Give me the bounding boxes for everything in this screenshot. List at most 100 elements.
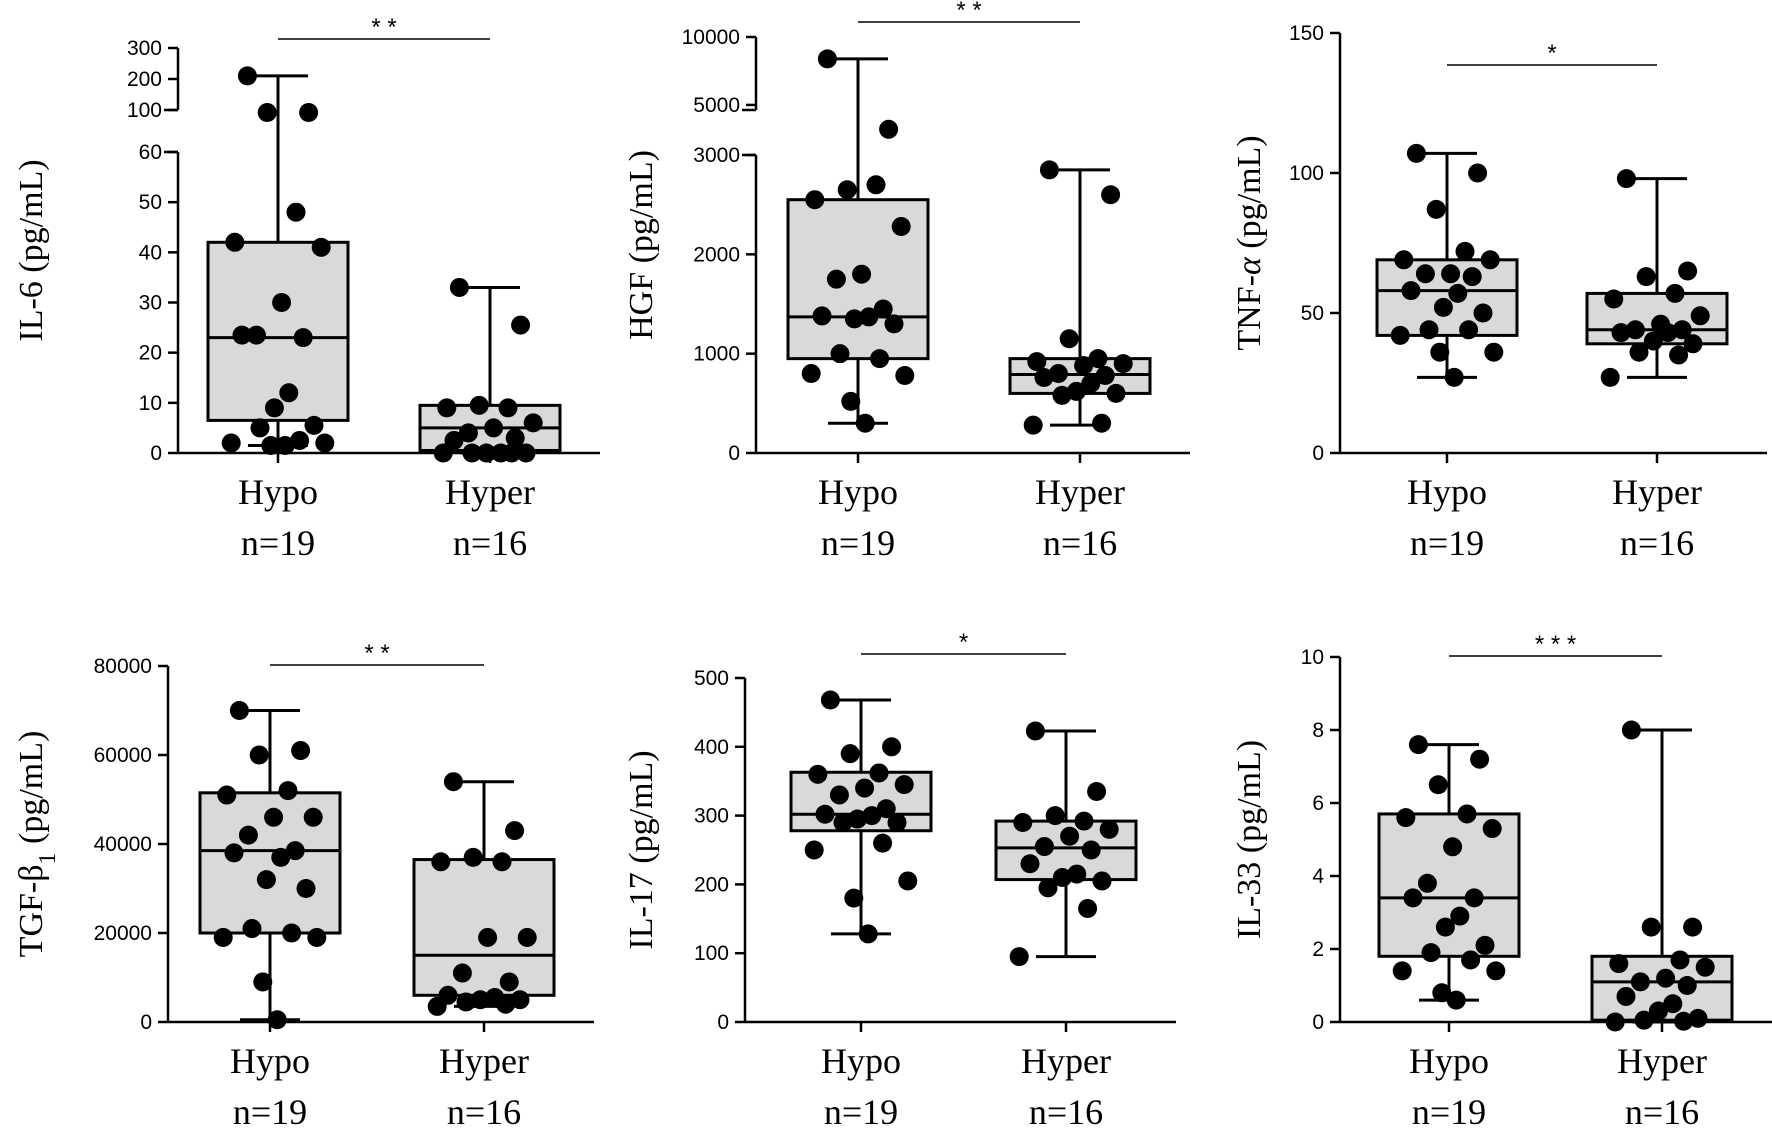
- data-point: [815, 804, 835, 824]
- data-point: [1081, 840, 1101, 860]
- data-point: [293, 328, 313, 348]
- panel-6: 0 2 4 6 8 10 IL-33 (pg/mL) Hypo n=19 Hyper n=16 * *…: [1231, 631, 1772, 1132]
- y-axis-label: IL-33 (pg/mL): [1231, 740, 1268, 939]
- data-point: [1060, 826, 1080, 846]
- data-point: [1462, 267, 1482, 287]
- data-point: [224, 843, 244, 863]
- data-point: [1683, 334, 1703, 354]
- data-point: [805, 190, 825, 210]
- data-point: [879, 119, 899, 139]
- data-point: [1677, 976, 1697, 995]
- box-group-hyper: [1585, 169, 1729, 387]
- data-point: [456, 992, 476, 1012]
- y-tick-label: 50: [1301, 302, 1324, 325]
- data-point: [1455, 241, 1475, 261]
- data-point: [311, 237, 331, 257]
- data-point: [250, 418, 270, 438]
- data-point: [1441, 264, 1461, 284]
- data-point: [1448, 283, 1468, 303]
- y-tick-label: 20: [139, 342, 162, 365]
- data-point: [829, 785, 849, 805]
- y-axis-label-part: α: [1231, 256, 1268, 275]
- box-group-hyper: [1590, 720, 1734, 1032]
- y-axis-label-subscript: 1: [35, 852, 61, 864]
- data-point: [1101, 185, 1121, 205]
- category-label: Hyper: [445, 472, 535, 512]
- data-point: [1482, 819, 1502, 839]
- data-point: [855, 778, 875, 798]
- y-axis-label: IL-6 (pg/mL): [13, 159, 50, 341]
- y-tick-label: 0: [1312, 1011, 1324, 1034]
- data-point: [431, 852, 451, 872]
- data-point: [1025, 721, 1045, 741]
- data-point: [510, 990, 530, 1010]
- y-tick-label: 0: [717, 1011, 729, 1034]
- panel-4: 0 20000 40000 60000 80000 TGF-β1 (pg/mL) Hypo n…: [13, 640, 594, 1132]
- data-point: [1473, 303, 1493, 323]
- data-point: [296, 879, 316, 898]
- data-point: [1475, 935, 1495, 955]
- y-tick-label: 100: [127, 99, 162, 122]
- data-point: [1087, 782, 1107, 802]
- data-point: [1417, 873, 1437, 893]
- data-point: [830, 344, 850, 364]
- y-tick-label: 0: [1312, 442, 1324, 465]
- y-tick-label: 60000: [94, 744, 152, 767]
- box-group-hypo: [206, 66, 350, 455]
- data-point: [1605, 1012, 1625, 1032]
- data-point: [1616, 169, 1636, 189]
- box-group-hypo: [786, 49, 930, 433]
- data-point: [1067, 864, 1087, 884]
- data-point: [1486, 961, 1506, 981]
- data-point: [1092, 871, 1112, 891]
- y-axis-label: IL-17 (pg/mL): [623, 750, 660, 949]
- data-point: [1669, 345, 1689, 365]
- data-point: [213, 927, 233, 947]
- data-point: [812, 306, 832, 326]
- data-point: [1695, 957, 1715, 977]
- y-tick-label: 100: [694, 942, 729, 965]
- data-point: [516, 443, 536, 463]
- data-point: [1688, 1008, 1708, 1028]
- data-point: [275, 435, 295, 455]
- data-point: [1009, 947, 1029, 967]
- box-group-hyper: [412, 772, 556, 1016]
- data-point: [1443, 837, 1463, 857]
- data-point: [511, 315, 531, 335]
- data-point: [1433, 297, 1453, 317]
- box-iqr: [412, 858, 556, 997]
- data-point: [891, 217, 911, 237]
- data-point: [837, 180, 857, 200]
- data-point: [1392, 961, 1412, 981]
- data-point: [1643, 331, 1663, 351]
- y-tick-label: 200: [127, 68, 162, 91]
- data-point: [1446, 990, 1466, 1010]
- data-point: [1665, 283, 1685, 303]
- data-point: [285, 841, 305, 861]
- data-point: [859, 307, 879, 327]
- data-point: [463, 847, 483, 867]
- data-point: [1600, 367, 1620, 387]
- y-axis-label: TNF-α (pg/mL): [1231, 135, 1268, 350]
- data-point: [433, 443, 453, 463]
- data-point: [257, 102, 277, 122]
- category-label: Hyper: [439, 1041, 529, 1081]
- data-point: [449, 277, 469, 297]
- data-point: [502, 443, 522, 463]
- data-point: [1470, 749, 1490, 769]
- data-point: [249, 745, 269, 765]
- box-group-hyper: [1008, 160, 1152, 435]
- data-point: [1403, 888, 1423, 908]
- data-point: [505, 821, 525, 841]
- y-tick-label: 10: [139, 392, 162, 415]
- data-point: [1113, 354, 1133, 374]
- category-label: Hyper: [1612, 472, 1702, 512]
- data-point: [1039, 160, 1059, 180]
- y-tick-label: 5000: [693, 94, 740, 117]
- data-point: [221, 433, 241, 453]
- data-point: [238, 825, 258, 845]
- data-point: [1636, 267, 1656, 287]
- data-point: [496, 994, 516, 1014]
- data-point: [523, 413, 543, 433]
- data-point: [1419, 320, 1439, 340]
